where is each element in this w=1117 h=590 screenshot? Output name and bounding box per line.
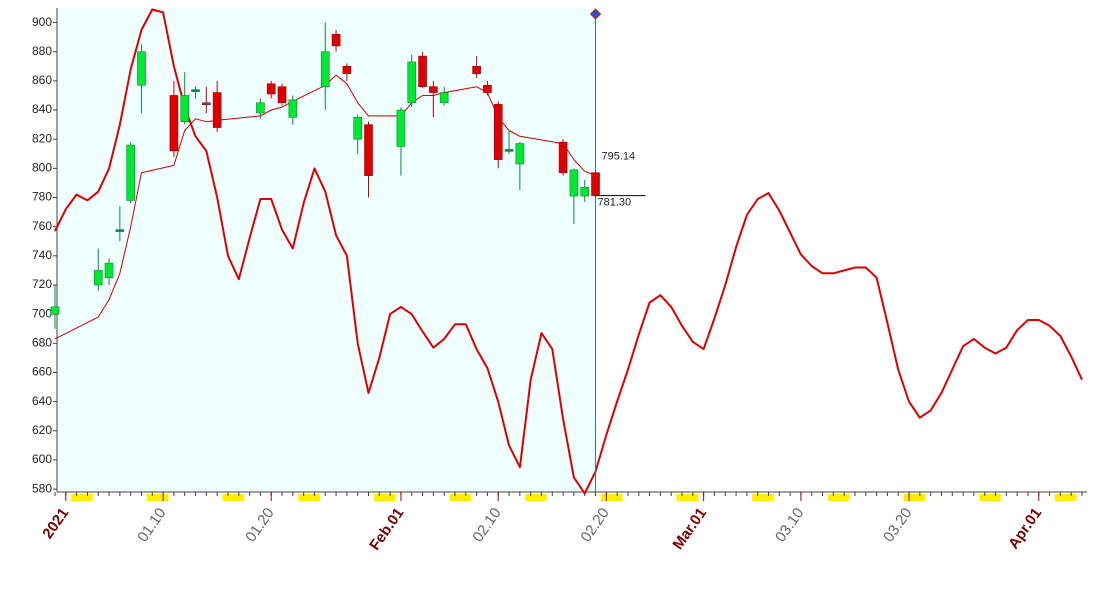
price-label: 795.14 xyxy=(602,150,636,162)
candle-body xyxy=(137,51,146,86)
y-tick-label: 640 xyxy=(32,394,52,408)
weekend-marker xyxy=(373,494,385,501)
candle-body xyxy=(418,55,427,88)
candle-body xyxy=(569,169,579,197)
weekend-marker xyxy=(536,494,547,501)
weekend-marker xyxy=(827,494,839,501)
forecast-line xyxy=(54,8,1083,495)
candle-body xyxy=(104,262,114,278)
weekend-marker xyxy=(838,494,850,501)
weekend-marker xyxy=(1065,494,1077,501)
weekend-marker xyxy=(687,494,699,501)
weekend-marker xyxy=(222,494,234,501)
weekend-marker xyxy=(71,494,83,501)
candle-body xyxy=(50,306,60,315)
weekend-marker xyxy=(914,494,926,501)
candle-body xyxy=(191,89,200,92)
candle-body xyxy=(93,270,103,286)
weekend-marker xyxy=(676,494,688,501)
candle-body xyxy=(256,102,265,114)
weekend-marker xyxy=(384,494,396,501)
candle-body xyxy=(558,141,568,174)
y-tick-label: 760 xyxy=(32,219,52,233)
candle-body xyxy=(407,61,417,104)
candle-body xyxy=(439,92,449,104)
y-tick-label: 880 xyxy=(32,44,52,58)
weekend-marker xyxy=(82,494,93,501)
candle-body xyxy=(126,144,135,201)
weekend-marker xyxy=(460,494,472,501)
candle-body xyxy=(429,86,438,93)
y-tick-label: 820 xyxy=(32,131,52,145)
candle-body xyxy=(591,172,600,196)
weekend-marker xyxy=(146,494,158,501)
price-label: 781.30 xyxy=(598,197,632,209)
y-tick-label: 660 xyxy=(32,365,52,379)
weekend-marker xyxy=(763,494,774,501)
separator-marker xyxy=(589,8,602,20)
y-tick-label: 580 xyxy=(32,481,52,495)
moving-average-line xyxy=(54,74,596,340)
weekend-marker xyxy=(525,494,537,501)
candle-body xyxy=(266,83,276,95)
candle-body xyxy=(202,102,211,106)
candle-body xyxy=(493,103,503,160)
weekend-marker xyxy=(1054,494,1066,501)
candle-body xyxy=(396,109,406,147)
weekend-marker xyxy=(449,494,461,501)
weekend-marker xyxy=(309,494,320,501)
weekend-marker xyxy=(298,494,310,501)
candle-body xyxy=(320,51,330,88)
candle-body xyxy=(472,66,481,74)
candle-body xyxy=(212,92,222,128)
y-tick-label: 740 xyxy=(32,248,52,262)
candle-body xyxy=(331,33,341,47)
candle-body xyxy=(580,187,590,197)
candle-body xyxy=(180,95,190,123)
weekend-marker xyxy=(752,494,764,501)
y-tick-label: 900 xyxy=(32,15,52,29)
y-tick-label: 620 xyxy=(32,423,52,437)
candle-body xyxy=(483,84,492,93)
candle-body xyxy=(277,86,287,104)
weekend-marker xyxy=(979,494,991,501)
candle-body xyxy=(364,124,373,176)
candle-body xyxy=(169,95,179,152)
candle-body xyxy=(515,143,525,165)
y-tick-label: 860 xyxy=(32,73,52,87)
history-region xyxy=(57,8,596,492)
candle-body xyxy=(342,66,352,74)
candle-body xyxy=(504,149,514,152)
y-tick-label: 720 xyxy=(32,277,52,291)
y-tick-label: 600 xyxy=(32,452,52,466)
candle-body xyxy=(353,117,362,140)
y-tick-label: 780 xyxy=(32,190,52,204)
weekend-marker xyxy=(990,494,1001,501)
y-tick-label: 800 xyxy=(32,161,52,175)
candle-body xyxy=(288,99,298,118)
weekend-marker xyxy=(611,494,623,501)
y-tick-label: 700 xyxy=(32,306,52,320)
weekend-marker xyxy=(233,494,245,501)
y-tick-label: 840 xyxy=(32,102,52,116)
candle-body xyxy=(115,229,125,232)
y-tick-label: 680 xyxy=(32,335,52,349)
